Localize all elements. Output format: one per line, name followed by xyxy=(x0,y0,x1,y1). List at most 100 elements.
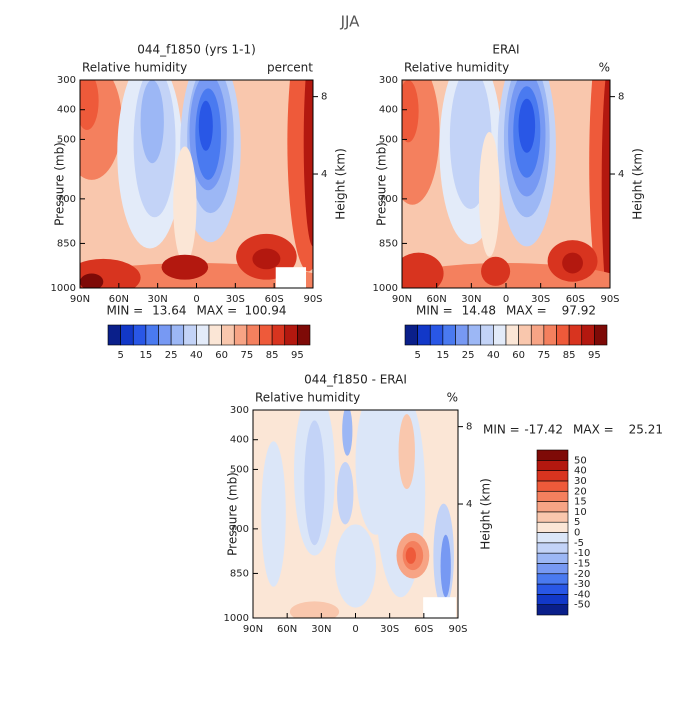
colorbar-box xyxy=(246,324,260,346)
y-tick-label: 300 xyxy=(230,405,249,416)
x-tick-label: 0 xyxy=(352,624,358,635)
min-label: MIN = xyxy=(483,423,520,437)
y-tick-label: 850 xyxy=(57,238,76,249)
colorbar-label: -50 xyxy=(574,600,590,611)
x-tick-label: 30N xyxy=(461,294,481,305)
colorbar-label: 85 xyxy=(266,350,279,361)
panel-title: 044_f1850 (yrs 1-1) xyxy=(137,43,256,57)
colorbar-box xyxy=(536,532,569,544)
colorbar-label: -20 xyxy=(574,569,590,580)
contour-fill xyxy=(261,441,286,587)
contour-fill xyxy=(478,132,500,257)
colorbar-label: 5 xyxy=(574,517,580,528)
contour-fill xyxy=(337,462,354,525)
contour-fill xyxy=(425,420,450,483)
colorbar-box xyxy=(581,324,595,346)
contour-fill xyxy=(252,248,281,270)
colorbar-label: 40 xyxy=(487,350,500,361)
figure-title: JJA xyxy=(340,13,361,31)
colorbar-label: 30 xyxy=(574,476,587,487)
contour-fill xyxy=(80,258,141,288)
panel-title: 044_f1850 - ERAI xyxy=(304,373,407,387)
colorbar-label: -10 xyxy=(574,548,590,559)
colorbar-box xyxy=(208,324,222,346)
y-tick-label: 300 xyxy=(379,75,398,86)
colorbar-label: 15 xyxy=(437,350,450,361)
y-tick-label: 400 xyxy=(230,435,249,446)
colorbar-box xyxy=(467,324,482,346)
x-tick-label: 60N xyxy=(109,294,129,305)
y-axis-label: Pressure (mb) xyxy=(226,472,240,556)
contour-field xyxy=(80,80,313,288)
left-label: Relative humidity xyxy=(255,391,360,405)
colorbar-label: 40 xyxy=(574,466,587,477)
colorbar-box xyxy=(505,324,519,346)
contour-fill xyxy=(398,414,415,490)
colorbar-label: -5 xyxy=(574,538,584,549)
x-tick-label: 90N xyxy=(70,294,90,305)
colorbar-label: 15 xyxy=(140,350,153,361)
contour-fill xyxy=(518,98,536,153)
y-tick-label: 500 xyxy=(379,134,398,145)
y-axis-label: Pressure (mb) xyxy=(53,142,67,226)
colorbar-box xyxy=(556,324,570,346)
y2-tick-label: 8 xyxy=(466,422,472,433)
x-tick-label: 60N xyxy=(427,294,447,305)
x-tick-label: 30S xyxy=(531,294,550,305)
contour-fill xyxy=(80,273,104,288)
colorbar-box xyxy=(271,324,286,346)
colorbar-box xyxy=(233,324,248,346)
y-tick-label: 1000 xyxy=(373,283,398,294)
colorbar-label: 50 xyxy=(574,455,587,466)
max-value: 25.21 xyxy=(629,423,663,437)
contour-fill xyxy=(335,524,376,608)
contour-fill xyxy=(161,254,209,280)
max-value: 97.92 xyxy=(562,304,596,318)
y-tick-label: 400 xyxy=(379,105,398,116)
colorbar-label: -30 xyxy=(574,579,590,590)
x-tick-label: 60S xyxy=(566,294,585,305)
right-label: percent xyxy=(267,61,313,75)
x-tick-label: 60N xyxy=(277,624,297,635)
colorbar-label: 0 xyxy=(574,528,580,539)
y-tick-label: 700 xyxy=(230,524,249,535)
x-tick-label: 0 xyxy=(503,294,509,305)
y2-axis-label: Height (km) xyxy=(631,148,645,219)
colorbar-box xyxy=(536,604,569,616)
colorbar-label: 60 xyxy=(512,350,525,361)
x-tick-label: 90S xyxy=(600,294,619,305)
y-axis-label: Pressure (mb) xyxy=(375,142,389,226)
colorbar-label: 15 xyxy=(574,497,587,508)
colorbar-box xyxy=(196,324,210,346)
colorbar-box xyxy=(404,324,418,346)
colorbar-box xyxy=(417,324,431,346)
contour-fill xyxy=(481,256,511,286)
contour-fill xyxy=(289,601,340,618)
right-label: % xyxy=(447,391,458,405)
y-tick-label: 400 xyxy=(57,105,76,116)
colorbar-box xyxy=(536,583,569,595)
colorbar-label: 25 xyxy=(165,350,178,361)
contour-field xyxy=(253,410,458,618)
colorbar-label: 5 xyxy=(414,350,420,361)
colorbar-box xyxy=(455,324,469,346)
contour-fill xyxy=(342,410,353,456)
y2-tick-label: 4 xyxy=(618,169,624,180)
colorbar-box xyxy=(259,324,273,346)
colorbar-box xyxy=(536,563,569,575)
contour-fill xyxy=(303,80,313,247)
right-label: % xyxy=(599,61,610,75)
contour-fill xyxy=(562,252,583,274)
colorbar-box xyxy=(530,324,545,346)
contour-fill xyxy=(440,534,451,598)
colorbar-box xyxy=(518,324,532,346)
colorbar-box xyxy=(107,324,121,346)
max-value: 100.94 xyxy=(245,304,287,318)
contour-fill xyxy=(198,100,213,151)
contour-fill xyxy=(402,252,444,288)
colorbar-box xyxy=(170,324,185,346)
colorbar-box xyxy=(536,552,569,564)
contour-fill xyxy=(405,547,416,564)
colorbar-box xyxy=(536,542,569,554)
colorbar-box xyxy=(221,324,235,346)
